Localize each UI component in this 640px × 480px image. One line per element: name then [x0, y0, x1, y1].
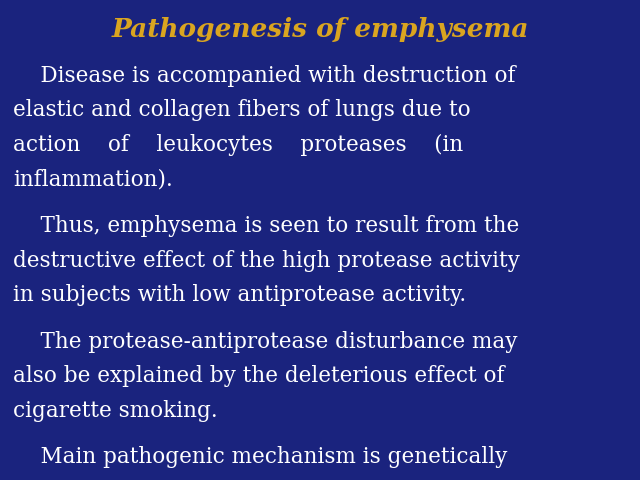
Text: action    of    leukocytes    proteases    (in: action of leukocytes proteases (in — [13, 134, 463, 156]
Text: Pathogenesis of emphysema: Pathogenesis of emphysema — [111, 17, 529, 42]
Text: Disease is accompanied with destruction of: Disease is accompanied with destruction … — [13, 65, 515, 87]
Text: destructive effect of the high protease activity: destructive effect of the high protease … — [13, 250, 520, 272]
Text: inflammation).: inflammation). — [13, 168, 173, 191]
Text: Thus, emphysema is seen to result from the: Thus, emphysema is seen to result from t… — [13, 215, 519, 237]
Text: in subjects with low antiprotease activity.: in subjects with low antiprotease activi… — [13, 284, 466, 306]
Text: also be explained by the deleterious effect of: also be explained by the deleterious eff… — [13, 365, 504, 387]
Text: elastic and collagen fibers of lungs due to: elastic and collagen fibers of lungs due… — [13, 99, 470, 121]
Text: Main pathogenic mechanism is genetically: Main pathogenic mechanism is genetically — [13, 446, 507, 468]
Text: cigarette smoking.: cigarette smoking. — [13, 400, 218, 422]
Text: The protease-antiprotease disturbance may: The protease-antiprotease disturbance ma… — [13, 331, 517, 353]
